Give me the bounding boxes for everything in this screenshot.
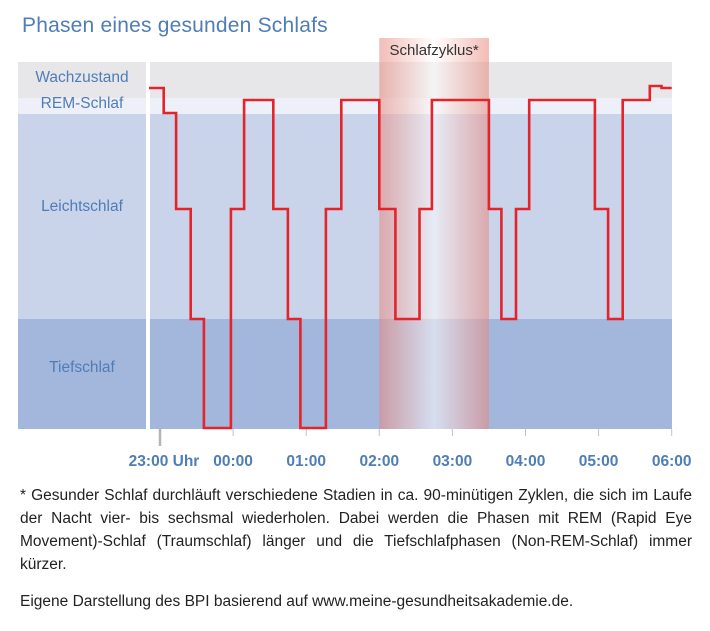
label-separator bbox=[146, 62, 150, 429]
hypnogram-line-0 bbox=[149, 84, 672, 430]
y-label-wachzustand: Wachzustand bbox=[35, 69, 128, 86]
x-tick-label: 02:00 bbox=[359, 453, 399, 470]
chart-title: Phasen eines gesunden Schlafs bbox=[22, 14, 328, 37]
band-rem-schlaf bbox=[18, 98, 672, 114]
source-note: Eigene Darstellung des BPI basierend auf… bbox=[20, 593, 574, 610]
band-leichtschlaf bbox=[18, 114, 672, 319]
schlafzyklus-highlight bbox=[379, 38, 489, 429]
footnote: * Gesunder Schlaf durchläuft verschieden… bbox=[20, 487, 692, 573]
y-label-rem-schlaf: REM-Schlaf bbox=[41, 95, 124, 112]
band-tiefschlaf bbox=[18, 319, 672, 429]
x-tick-label: 03:00 bbox=[433, 453, 473, 470]
y-label-tiefschlaf: Tiefschlaf bbox=[49, 359, 115, 376]
sleep-phase-chart: Schlafzyklus* Wachzustand REM-Schlaf Leich… bbox=[18, 38, 692, 470]
x-tick-label: 23:00 Uhr bbox=[129, 453, 200, 470]
x-tick-label: 05:00 bbox=[579, 453, 619, 470]
x-tick-label: 04:00 bbox=[506, 453, 546, 470]
x-tick-label: 06:00 bbox=[652, 453, 692, 470]
y-label-leichtschlaf: Leichtschlaf bbox=[41, 198, 124, 215]
x-tick-label: 01:00 bbox=[286, 453, 326, 470]
schlafzyklus-label: Schlafzyklus* bbox=[390, 42, 479, 59]
band-wachzustand bbox=[18, 62, 672, 98]
x-tick-label: 00:00 bbox=[213, 453, 253, 470]
